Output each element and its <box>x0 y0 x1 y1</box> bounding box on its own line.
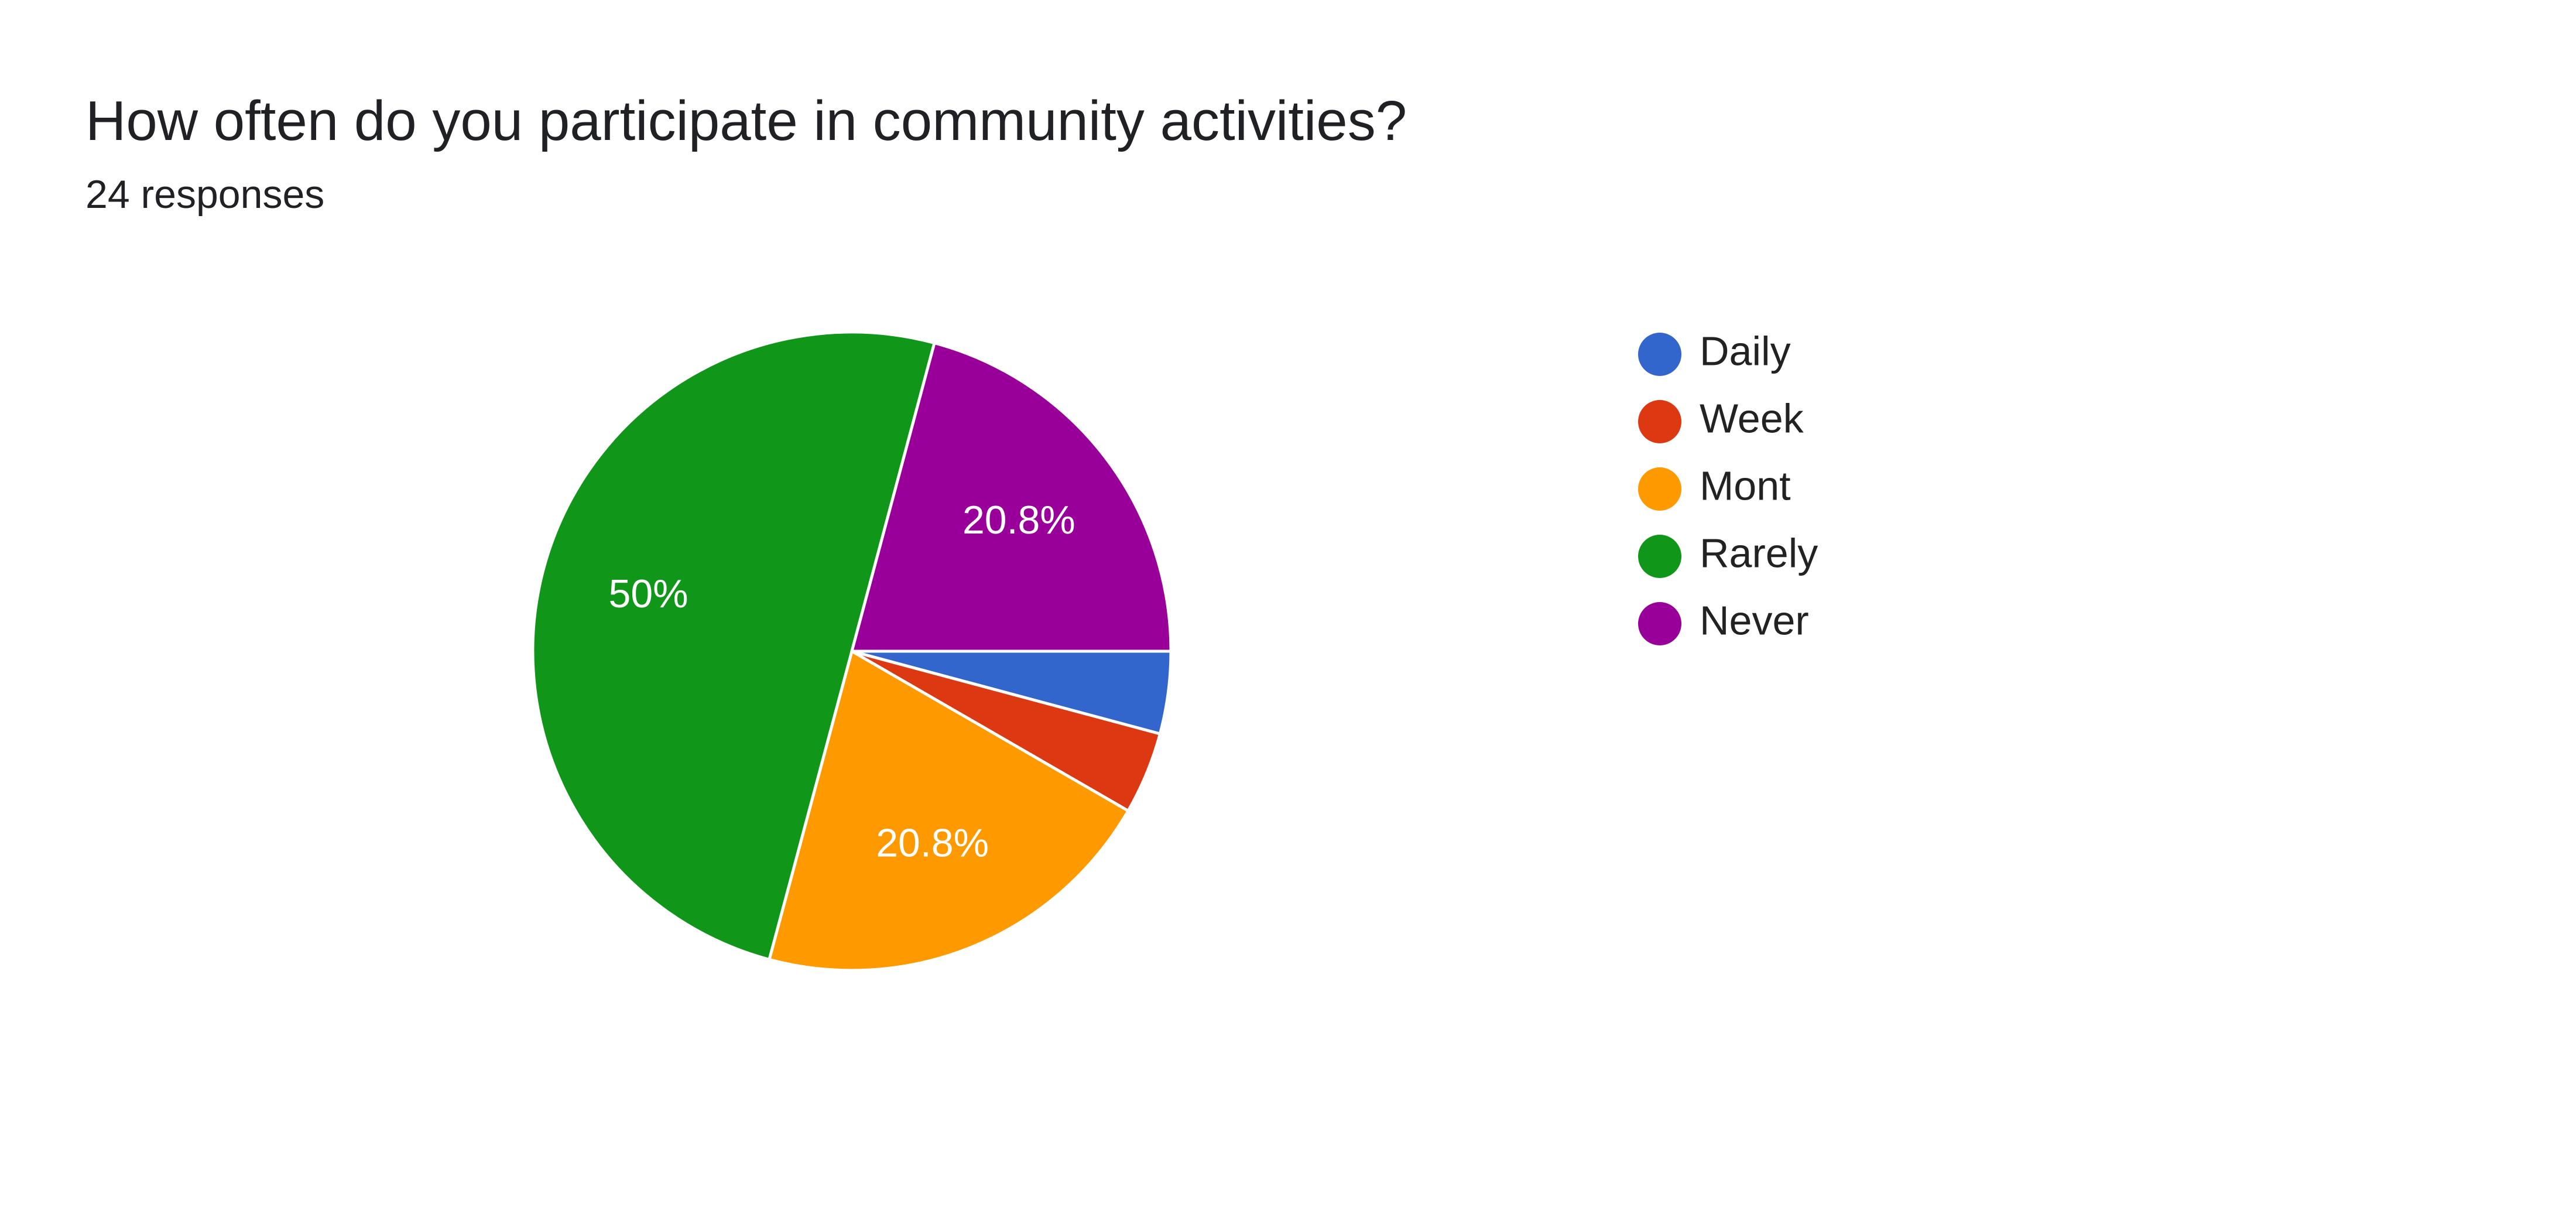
legend-swatch-daily <box>1638 333 1681 376</box>
legend-swatch-week <box>1638 400 1681 443</box>
legend: Daily Week Mont Rarely Never <box>1638 328 1818 645</box>
slice-label-never: 20.8% <box>962 498 1075 542</box>
legend-label-never: Never <box>1700 597 1809 643</box>
legend-item-never[interactable]: Never <box>1638 597 1809 645</box>
legend-label-rarely: Rarely <box>1700 530 1818 576</box>
pie-slices <box>531 330 1173 972</box>
pie-slice-never[interactable] <box>850 341 1173 653</box>
pie-slice-rarely[interactable] <box>531 330 936 961</box>
response-count: 24 responses <box>85 172 325 217</box>
legend-label-mont: Mont <box>1700 463 1791 508</box>
slice-label-mont: 20.8% <box>876 820 989 865</box>
legend-item-daily[interactable]: Daily <box>1638 328 1791 376</box>
legend-item-week[interactable]: Week <box>1638 395 1804 443</box>
chart-title: How often do you participate in communit… <box>85 90 1407 152</box>
legend-swatch-never <box>1638 602 1681 645</box>
legend-item-rarely[interactable]: Rarely <box>1638 530 1818 578</box>
pie-slice-labels: 20.8% 50% 20.8% <box>609 498 1075 865</box>
legend-item-mont[interactable]: Mont <box>1638 463 1791 511</box>
legend-label-daily: Daily <box>1700 328 1791 374</box>
legend-swatch-rarely <box>1638 535 1681 578</box>
slice-label-rarely: 50% <box>609 572 688 616</box>
legend-label-week: Week <box>1700 395 1804 441</box>
legend-swatch-mont <box>1638 467 1681 511</box>
pie-slice-mont[interactable] <box>768 649 1130 972</box>
